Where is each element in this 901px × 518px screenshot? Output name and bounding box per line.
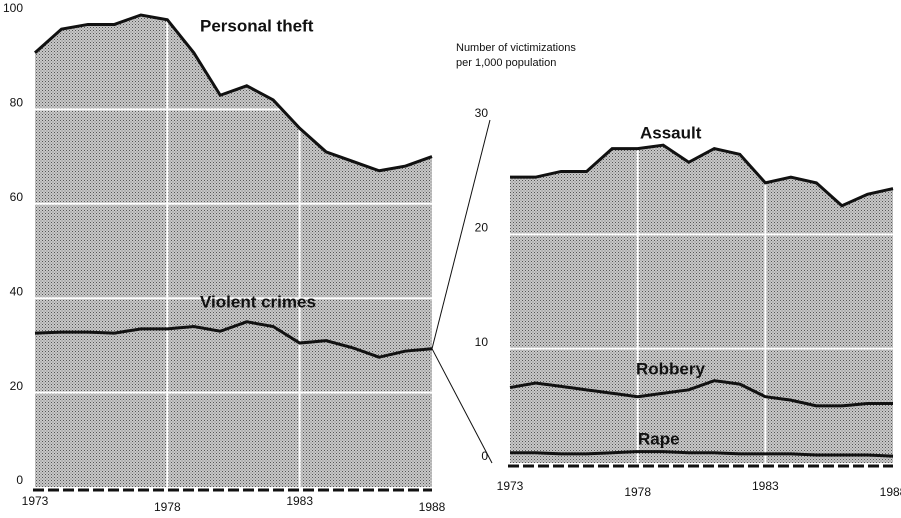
series-label: Rape	[638, 429, 680, 448]
series-line	[510, 143, 894, 208]
x-tick-label: 1988	[419, 500, 446, 514]
series-label: Robbery	[636, 359, 706, 378]
y-tick-label: 60	[10, 190, 24, 204]
x-tick-label: 1973	[497, 479, 524, 493]
x-tick-label: 1988	[880, 485, 901, 499]
series-line	[509, 379, 893, 408]
y-tick-label: 100	[3, 1, 23, 15]
x-tick-label: 1983	[752, 479, 779, 493]
series-label: Violent crimes	[200, 292, 316, 311]
series-line	[34, 320, 433, 359]
area	[510, 145, 893, 464]
connector	[431, 119, 491, 349]
area	[35, 15, 432, 487]
series-label: Personal theft	[200, 16, 314, 35]
series-line	[510, 450, 894, 458]
y-tick-label: 80	[10, 96, 24, 110]
connector	[431, 348, 493, 464]
series-line	[34, 13, 433, 173]
annotation: per 1,000 population	[456, 57, 556, 69]
y-tick-label: 30	[475, 106, 489, 120]
y-tick-label: 20	[10, 379, 24, 393]
annotation: Number of victimizations	[456, 42, 576, 54]
y-tick-label: 0	[481, 449, 488, 463]
y-tick-label: 40	[10, 284, 24, 298]
y-tick-label: 0	[16, 473, 23, 487]
x-tick-label: 1978	[154, 500, 181, 514]
y-tick-label: 10	[475, 335, 489, 349]
series-label: Assault	[640, 123, 702, 142]
y-tick-label: 20	[475, 221, 489, 235]
x-tick-label: 1983	[286, 494, 313, 508]
x-tick-label: 1978	[624, 485, 651, 499]
x-tick-label: 1973	[22, 494, 49, 508]
